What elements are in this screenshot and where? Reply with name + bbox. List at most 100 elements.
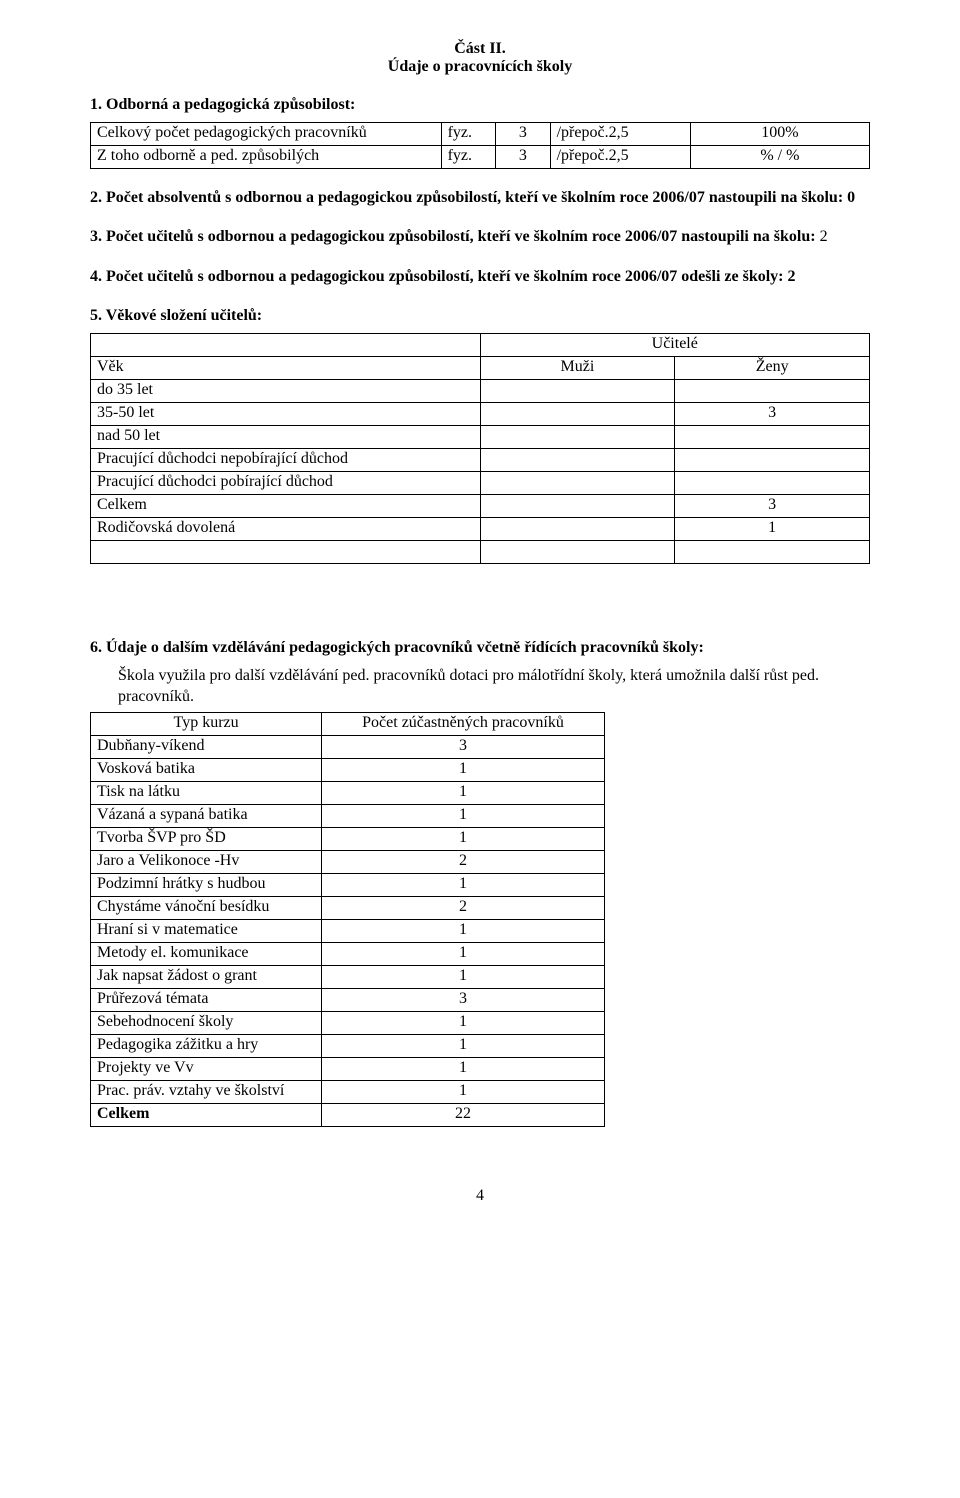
s4-text: 4. Počet učitelů s odbornou a pedagogick… [90,266,870,288]
cell-label: Jak napsat žádost o grant [91,965,322,988]
cell-label: Celkem [91,494,481,517]
cell-label: Sebehodnocení školy [91,1011,322,1034]
cell [91,333,481,356]
cell: 1 [322,1034,605,1057]
cell: 3 [675,402,870,425]
cell: 2 [322,896,605,919]
cell [480,448,675,471]
table-row: Vosková batika1 [91,758,605,781]
cell-label: Jaro a Velikonoce -Hv [91,850,322,873]
cell: 3 [496,145,551,168]
col-women: Ženy [675,356,870,379]
table-row: do 35 let [91,379,870,402]
cell-label: Dubňany-víkend [91,735,322,758]
cell-label: Hraní si v matematice [91,919,322,942]
page-number: 4 [90,1187,870,1205]
table-row: Hraní si v matematice1 [91,919,605,942]
s1-heading: 1. Odborná a pedagogická způsobilost: [90,94,870,116]
s2-text: 2. Počet absolventů s odbornou a pedagog… [90,187,870,209]
cell: 100% [690,122,869,145]
cell-label: Celkem [91,1103,322,1126]
cell-label: Podzimní hrátky s hudbou [91,873,322,896]
table-row: Průřezová témata3 [91,988,605,1011]
cell [675,540,870,563]
cell: /přepoč.2,5 [550,122,690,145]
cell [480,379,675,402]
cell [675,471,870,494]
s3-a: 3. Počet učitelů s odbornou a pedagogick… [90,228,820,245]
cell: /přepoč.2,5 [550,145,690,168]
cell [480,540,675,563]
cell-label: Projekty ve Vv [91,1057,322,1080]
cell-label: 35-50 let [91,402,481,425]
table-row: Pracující důchodci nepobírající důchod [91,448,870,471]
cell [91,540,481,563]
table-row: Pracující důchodci pobírající důchod [91,471,870,494]
cell: 1 [322,942,605,965]
cell: 1 [322,827,605,850]
cell: 1 [322,804,605,827]
table-row: Metody el. komunikace1 [91,942,605,965]
cell: 1 [322,1080,605,1103]
s3-text: 3. Počet učitelů s odbornou a pedagogick… [90,226,870,248]
cell [480,402,675,425]
page-title: Údaje o pracovnících školy [90,58,870,76]
table-row: Celkem 3 [91,494,870,517]
table-row: Prac. práv. vztahy ve školství1 [91,1080,605,1103]
table-row: Sebehodnocení školy1 [91,1011,605,1034]
col-group-teachers: Učitelé [480,333,870,356]
table-row: Jak napsat žádost o grant1 [91,965,605,988]
table-row: Učitelé [91,333,870,356]
cell: 1 [322,1057,605,1080]
cell [675,425,870,448]
cell: fyz. [441,122,496,145]
table-row: Podzimní hrátky s hudbou1 [91,873,605,896]
table-row: Vázaná a sypaná batika1 [91,804,605,827]
col-men: Muži [480,356,675,379]
cell-label: Prac. práv. vztahy ve školství [91,1080,322,1103]
part-heading: Část II. [90,40,870,58]
s6-para: Škola využila pro další vzdělávání ped. … [118,665,870,708]
table-row: 35-50 let 3 [91,402,870,425]
cell: 1 [675,517,870,540]
table-row: Projekty ve Vv1 [91,1057,605,1080]
cell-label: Průřezová témata [91,988,322,1011]
cell-label: Tvorba ŠVP pro ŠD [91,827,322,850]
col-age: Věk [91,356,481,379]
table-row: nad 50 let [91,425,870,448]
table-row: Celkový počet pedagogických pracovníků f… [91,122,870,145]
table-row: Pedagogika zážitku a hry1 [91,1034,605,1057]
table-row: Tvorba ŠVP pro ŠD1 [91,827,605,850]
cell-label: Rodičovská dovolená [91,517,481,540]
cell-label: Metody el. komunikace [91,942,322,965]
s6-table: Typ kurzu Počet zúčastněných pracovníků … [90,712,605,1127]
table-row: Rodičovská dovolená 1 [91,517,870,540]
cell: 1 [322,1011,605,1034]
cell: 3 [322,988,605,1011]
cell-label: Vázaná a sypaná batika [91,804,322,827]
cell-label: Tisk na látku [91,781,322,804]
cell [480,517,675,540]
table-row: Chystáme vánoční besídku2 [91,896,605,919]
cell: 3 [496,122,551,145]
cell-label: Pracující důchodci pobírající důchod [91,471,481,494]
cell-label: Z toho odborně a ped. způsobilých [91,145,442,168]
col-course-type: Typ kurzu [91,712,322,735]
cell: 1 [322,873,605,896]
s5-heading: 5. Věkové složení učitelů: [90,305,870,327]
cell: 22 [322,1103,605,1126]
col-participants: Počet zúčastněných pracovníků [322,712,605,735]
cell-label: Pedagogika zážitku a hry [91,1034,322,1057]
cell: 1 [322,758,605,781]
cell [480,494,675,517]
cell: 1 [322,965,605,988]
cell-label: Pracující důchodci nepobírající důchod [91,448,481,471]
table-row: Jaro a Velikonoce -Hv2 [91,850,605,873]
cell: 1 [322,781,605,804]
cell [675,448,870,471]
cell: % / % [690,145,869,168]
s6-heading: 6. Údaje o dalším vzdělávání pedagogický… [90,637,870,659]
s1-table: Celkový počet pedagogických pracovníků f… [90,122,870,169]
cell [675,379,870,402]
cell: 2 [322,850,605,873]
